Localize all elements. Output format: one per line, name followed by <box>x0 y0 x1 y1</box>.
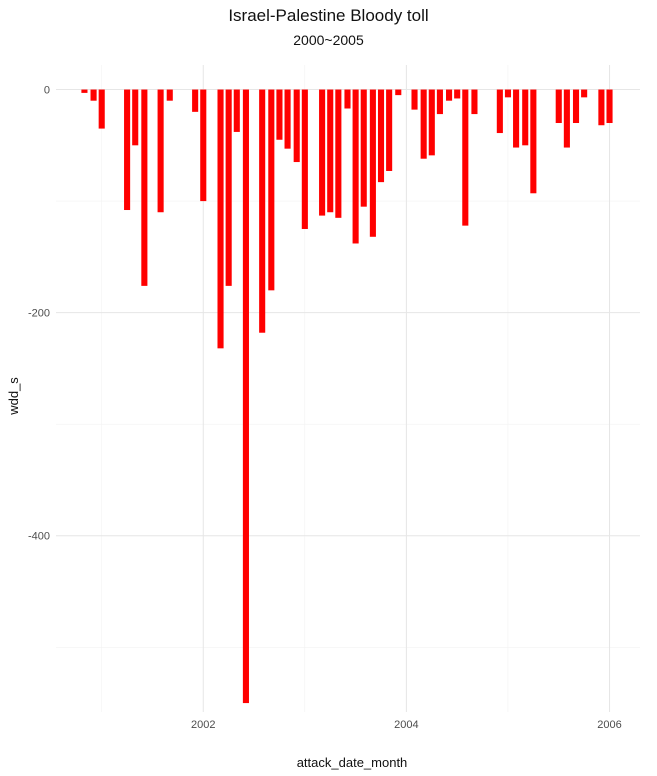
bar <box>369 89 376 237</box>
bar <box>436 89 443 115</box>
bar <box>504 89 512 98</box>
bar <box>301 89 308 229</box>
x-tick-label: 2006 <box>597 719 621 731</box>
bar <box>344 89 351 109</box>
bar <box>192 89 199 112</box>
y-tick-label: 0 <box>44 85 50 97</box>
y-tick-label: -200 <box>28 308 50 320</box>
bar <box>420 89 427 159</box>
bar <box>462 89 469 226</box>
bar <box>132 89 139 146</box>
bar <box>555 89 562 124</box>
x-axis-title: attack_date_month <box>297 755 408 770</box>
bar <box>360 89 367 207</box>
bar <box>293 89 300 163</box>
bar <box>90 89 97 101</box>
bar <box>81 89 88 93</box>
bar <box>242 89 249 704</box>
bar <box>124 89 131 211</box>
bar <box>284 89 291 149</box>
bars <box>81 89 613 704</box>
chart-subtitle: 2000~2005 <box>293 32 364 48</box>
bar <box>276 89 283 140</box>
bar <box>428 89 435 156</box>
bar <box>319 89 326 216</box>
chart-title: Israel-Palestine Bloody toll <box>228 6 429 25</box>
y-axis-title: wdd_s <box>6 377 21 416</box>
bar <box>335 89 342 218</box>
bar <box>454 89 461 99</box>
bar <box>606 89 613 124</box>
bar <box>141 89 148 286</box>
bar <box>598 89 605 126</box>
bar <box>217 89 224 349</box>
bar <box>259 89 266 333</box>
x-tick-label: 2002 <box>191 719 215 731</box>
bar <box>471 89 478 115</box>
bar <box>522 89 529 146</box>
tick-labels: 0 -200 -400 2002 2004 2006 <box>28 85 622 731</box>
x-tick-label: 2004 <box>394 719 418 731</box>
bar <box>395 89 402 96</box>
bar <box>581 89 588 98</box>
bar <box>563 89 570 148</box>
bar <box>530 89 537 194</box>
bar <box>386 89 393 171</box>
bar <box>98 89 105 129</box>
bar <box>496 89 503 134</box>
bar <box>327 89 334 213</box>
bar <box>268 89 275 291</box>
y-tick-label: -400 <box>28 531 50 543</box>
bar <box>411 89 418 110</box>
bar <box>446 89 453 101</box>
bar <box>352 89 359 244</box>
bar <box>572 89 580 124</box>
bar <box>166 89 173 101</box>
bar <box>233 89 240 132</box>
bar <box>377 89 385 183</box>
bar <box>225 89 232 286</box>
bar <box>157 89 164 213</box>
bar <box>200 89 207 202</box>
bar <box>513 89 520 148</box>
